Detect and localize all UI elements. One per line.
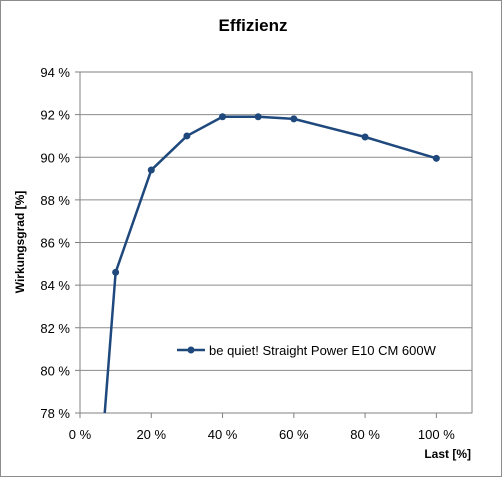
- y-tick-label: 94 %: [40, 65, 70, 80]
- x-tick-label: 100 %: [418, 427, 455, 442]
- data-point-80: [361, 133, 369, 141]
- data-point-20: [147, 166, 155, 174]
- y-axis-title: Wirkungsgrad [%]: [13, 191, 27, 294]
- data-point-60: [290, 115, 298, 123]
- data-point-10: [112, 268, 120, 276]
- data-point-40: [219, 113, 227, 121]
- legend-dot-marker: [187, 346, 195, 354]
- legend: be quiet! Straight Power E10 CM 600W: [177, 343, 437, 358]
- y-tick-label: 78 %: [40, 406, 70, 421]
- y-tick-label: 80 %: [40, 363, 70, 378]
- x-tick-label: 80 %: [350, 427, 380, 442]
- y-tick-label: 84 %: [40, 278, 70, 293]
- y-tick-label: 90 %: [40, 150, 70, 165]
- y-tick-label: 86 %: [40, 236, 70, 251]
- series-group: [103, 113, 440, 413]
- y-tick-label: 88 %: [40, 193, 70, 208]
- data-point-100: [432, 154, 440, 162]
- gridlines: [80, 114, 472, 371]
- legend-label: be quiet! Straight Power E10 CM 600W: [209, 343, 437, 358]
- x-tick-label: 0 %: [69, 427, 92, 442]
- x-axis-title: Last [%]: [424, 447, 471, 461]
- data-point-30: [183, 132, 191, 140]
- x-tick-label: 20 %: [136, 427, 166, 442]
- x-tick-label: 60 %: [279, 427, 309, 442]
- x-tick-label: 40 %: [208, 427, 238, 442]
- y-axis-ticks: 78 % 80 % 82 % 84 % 86 % 88 % 90 % 92 % 94 %: [40, 65, 80, 421]
- x-axis-ticks: 0 % 20 % 40 % 60 % 80 % 100 %: [69, 413, 455, 442]
- y-tick-label: 82 %: [40, 321, 70, 336]
- chart-title: Effizienz: [219, 16, 288, 35]
- data-point-50: [254, 113, 262, 121]
- y-tick-label: 92 %: [40, 108, 70, 123]
